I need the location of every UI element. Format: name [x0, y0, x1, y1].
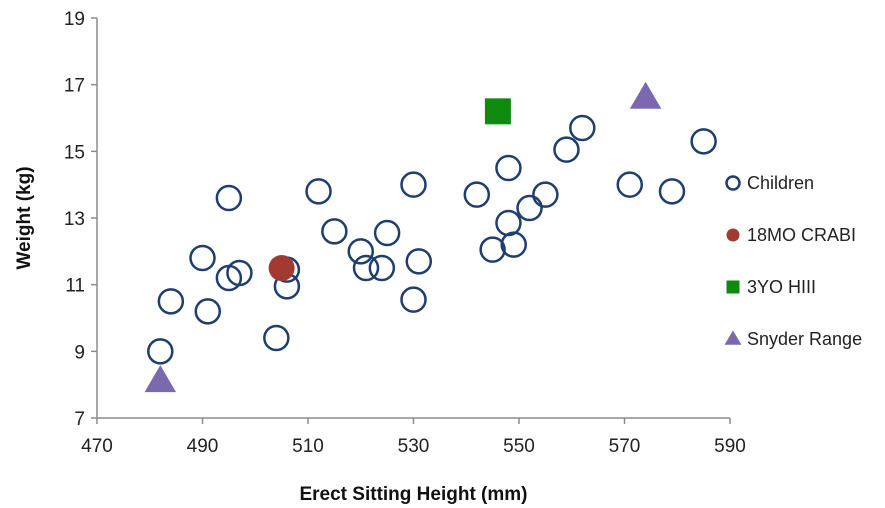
data-point-18mo-crabi [268, 255, 295, 281]
legend: Children 18MO CRABI 3YO HIII Snyder Range [724, 173, 862, 349]
y-tick-label: 13 [64, 209, 85, 230]
y-tick-label: 11 [65, 276, 85, 297]
data-point-children [500, 231, 527, 258]
y-tick-label: 7 [74, 409, 85, 430]
x-tick-label: 510 [292, 436, 324, 457]
data-point-children [352, 254, 380, 282]
legend-marker [726, 228, 740, 242]
data-point-children [495, 154, 522, 182]
data-point-children [658, 178, 686, 205]
data-point-snyder-range [629, 81, 662, 109]
x-tick-label: 470 [81, 436, 113, 457]
data-points [144, 81, 717, 393]
x-tick-label: 490 [187, 436, 219, 457]
data-point-children [189, 244, 216, 272]
x-axis-title: Erect Sitting Height (mm) [299, 484, 527, 505]
data-point-children [479, 236, 506, 263]
y-tick-label: 15 [64, 142, 85, 163]
legend-marker [726, 280, 740, 294]
data-point-children [463, 181, 491, 208]
data-point-children [495, 209, 522, 237]
data-point-children [321, 218, 348, 245]
data-point-3yo-hiii [484, 98, 511, 125]
y-axis-title: Weight (kg) [14, 166, 35, 269]
data-point-children [194, 298, 222, 325]
legend-label: 3YO HIII [747, 277, 816, 297]
legend-label: Snyder Range [747, 329, 862, 349]
data-point-children [373, 219, 401, 247]
data-point-children [263, 324, 290, 352]
x-tick-label: 590 [714, 436, 746, 457]
data-point-children [553, 136, 580, 163]
data-point-children [532, 181, 559, 208]
data-point-children [569, 114, 596, 142]
data-point-children [147, 338, 174, 365]
y-tick-label: 19 [64, 9, 85, 30]
data-point-children [305, 178, 332, 205]
data-point-children [368, 254, 396, 282]
data-point-children [157, 288, 185, 315]
data-point-children [400, 286, 427, 313]
data-point-children [405, 248, 433, 275]
legend-label: 18MO CRABI [747, 225, 856, 245]
data-point-children [516, 194, 543, 222]
y-tick-label: 9 [74, 342, 85, 363]
data-point-children [400, 171, 427, 198]
legend-marker [725, 175, 741, 191]
y-tick-label: 17 [64, 76, 85, 97]
ticks: 470 490 510 530 550 570 590 7 9 11 13 15 17 19 [64, 9, 746, 457]
x-tick-label: 530 [398, 436, 430, 457]
data-point-children [690, 128, 717, 155]
data-point-snyder-range [144, 365, 177, 393]
legend-marker [724, 330, 742, 345]
x-tick-label: 550 [503, 436, 535, 457]
legend-label: Children [747, 173, 814, 193]
axes [96, 18, 730, 419]
data-point-children [215, 184, 243, 212]
data-point-children [616, 171, 644, 198]
data-point-children [347, 238, 374, 265]
x-tick-label: 570 [609, 436, 641, 457]
data-point-children [226, 259, 253, 287]
